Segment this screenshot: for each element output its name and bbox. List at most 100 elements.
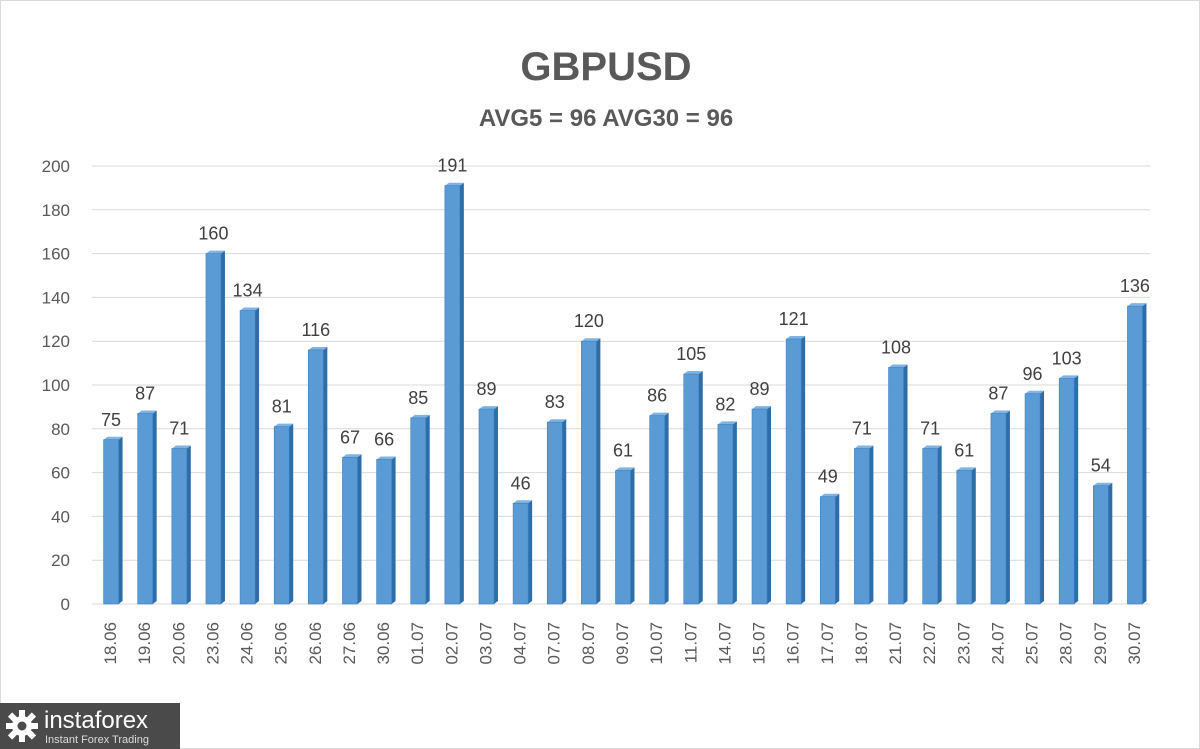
gridlines [92,165,1150,605]
watermark-logo: instaforex Instant Forex Trading [0,703,180,749]
bar-top [103,436,123,440]
bar-top [1127,303,1147,307]
bar-side [1142,303,1147,604]
bar-top [137,410,157,414]
bar-27.06 [342,454,362,605]
bar-29.07 [1093,482,1113,605]
bar-top [547,419,567,423]
bar-front [308,349,324,605]
bar-front [683,373,700,605]
bar-side [630,467,635,604]
x-tick-label: 14.07 [715,622,734,665]
bar-front [273,426,290,605]
x-tick-label: 20.06 [169,622,188,665]
bar-top [888,364,908,368]
bar-top [615,467,635,471]
data-label: 83 [545,392,565,412]
bar-18.06 [103,436,123,605]
x-tick-label: 04.07 [511,622,530,665]
bar-03.07 [478,406,498,605]
bar-front [1024,393,1041,605]
bar-side [767,406,772,604]
data-label: 105 [676,344,706,364]
data-label: 134 [233,281,263,301]
x-tick-label: 30.06 [374,622,393,665]
x-tick-label: 11.07 [681,622,700,663]
data-label: 87 [988,383,1008,403]
bar-11.07 [683,371,703,605]
bar-26.06 [308,346,328,605]
bar-side [528,500,533,604]
bar-top [410,414,430,418]
data-label: 46 [511,473,531,493]
bar-front [888,367,904,605]
bar-07.07 [546,419,567,605]
x-tick-label: 24.07 [988,622,1007,665]
bar-23.07 [956,467,976,605]
x-tick-label: 09.07 [613,622,632,665]
y-tick-label: 120 [42,332,70,351]
y-axis-ticks: 0 20 40 60 80 100 120 140 160 180 200 [42,157,70,614]
bar-side [664,412,669,604]
data-label: 71 [852,419,872,439]
data-label: 82 [715,394,735,414]
chart-subtitle: AVG5 = 96 AVG30 = 96 [479,105,733,132]
bar-10.07 [649,412,669,605]
x-tick-label: 18.07 [852,622,871,665]
bar-top [752,406,772,410]
bar-front [581,340,597,605]
bar-23.06 [205,250,225,605]
watermark-tagline: Instant Forex Trading [45,734,149,746]
x-axis-ticks: 18.06 19.06 20.06 23.06 24.06 25.06 26.06 27.06… [101,622,1144,665]
bar-top [171,445,191,449]
bar-top [444,182,464,186]
bar-side [835,493,840,604]
bar-top [922,445,942,449]
bar-front [649,415,665,605]
bar-top [683,371,703,375]
x-tick-label: 19.06 [135,622,154,665]
x-tick-label: 23.06 [203,622,222,665]
bar-front [342,456,358,605]
bar-30.07 [1127,303,1147,605]
bar-01.07 [410,414,430,605]
bar-front [1093,485,1109,605]
bar-side [152,410,157,604]
x-tick-label: 24.06 [238,622,257,665]
bar-22.07 [922,445,942,605]
x-tick-label: 07.07 [545,622,564,665]
bar-side [391,456,396,604]
bar-top [240,307,260,311]
bar-top [478,406,498,410]
bar-08.07 [581,338,601,605]
y-tick-label: 100 [42,376,70,395]
bar-front [751,408,768,605]
bar-side [903,364,908,604]
bar-top [990,410,1010,414]
x-tick-label: 23.07 [954,622,973,665]
bar-side [357,454,362,604]
x-tick-label: 25.07 [1023,622,1042,665]
bar-25.07 [1024,390,1045,605]
gear-icon [6,710,38,742]
x-tick-label: 25.06 [272,622,291,665]
data-label: 87 [135,383,155,403]
bar-side [220,250,225,604]
bar-front [1127,305,1143,605]
bars [103,182,1147,605]
watermark-brand: instaforex [44,707,149,734]
bar-side [425,414,430,604]
y-tick-label: 20 [51,551,70,570]
bar-side [698,371,703,604]
data-label: 116 [301,320,330,340]
bar-front [171,448,188,605]
data-label: 61 [954,440,974,460]
bar-side [732,421,737,604]
data-label: 66 [374,429,394,449]
bar-front [103,439,119,605]
bar-top [1025,390,1045,394]
bar-side [186,445,191,604]
bar-20.06 [171,445,191,605]
x-tick-label: 27.06 [340,622,359,665]
data-label: 75 [101,410,121,430]
